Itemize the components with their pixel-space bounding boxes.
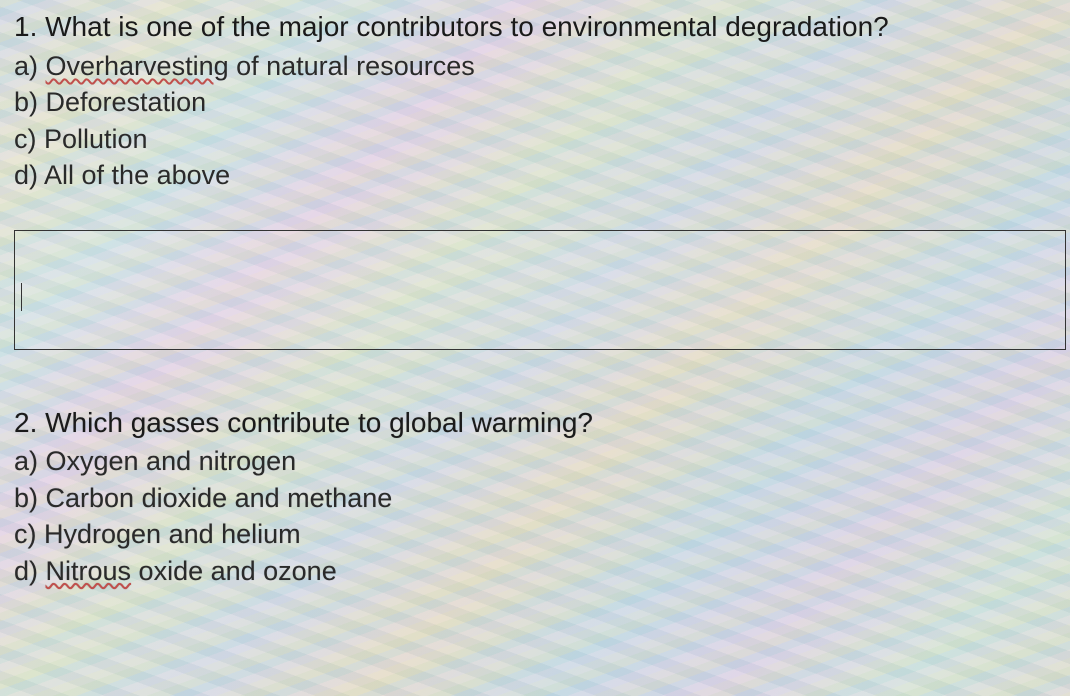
question-1-option-c: c) Pollution: [14, 121, 1070, 157]
question-2-option-b: b) Carbon dioxide and methane: [14, 480, 1070, 516]
option-d-prefix: d): [14, 556, 46, 586]
question-1-prompt: 1. What is one of the major contributors…: [14, 8, 1070, 46]
document-content: 1. What is one of the major contributors…: [0, 0, 1070, 589]
question-1-option-b: b) Deforestation: [14, 84, 1070, 120]
question-2-block: 2. Which gasses contribute to global war…: [14, 404, 1070, 590]
option-d-rest: oxide and ozone: [131, 556, 337, 586]
option-a-rest: of natural resources: [229, 51, 475, 81]
question-1-block: 1. What is one of the major contributors…: [14, 8, 1070, 194]
question-1-option-d: d) All of the above: [14, 157, 1070, 193]
option-d-spellcheck-word: Nitrous: [46, 556, 132, 586]
question-2-prompt: 2. Which gasses contribute to global war…: [14, 404, 1070, 442]
question-2-option-d: d) Nitrous oxide and ozone: [14, 553, 1070, 589]
option-a-prefix: a): [14, 51, 46, 81]
option-a-spellcheck-word: Overharvesting: [46, 51, 229, 81]
question-2-option-c: c) Hydrogen and helium: [14, 516, 1070, 552]
question-1-option-a: a) Overharvesting of natural resources: [14, 48, 1070, 84]
question-2-option-a: a) Oxygen and nitrogen: [14, 443, 1070, 479]
text-cursor: [21, 283, 22, 311]
answer-input-box[interactable]: [14, 230, 1066, 350]
